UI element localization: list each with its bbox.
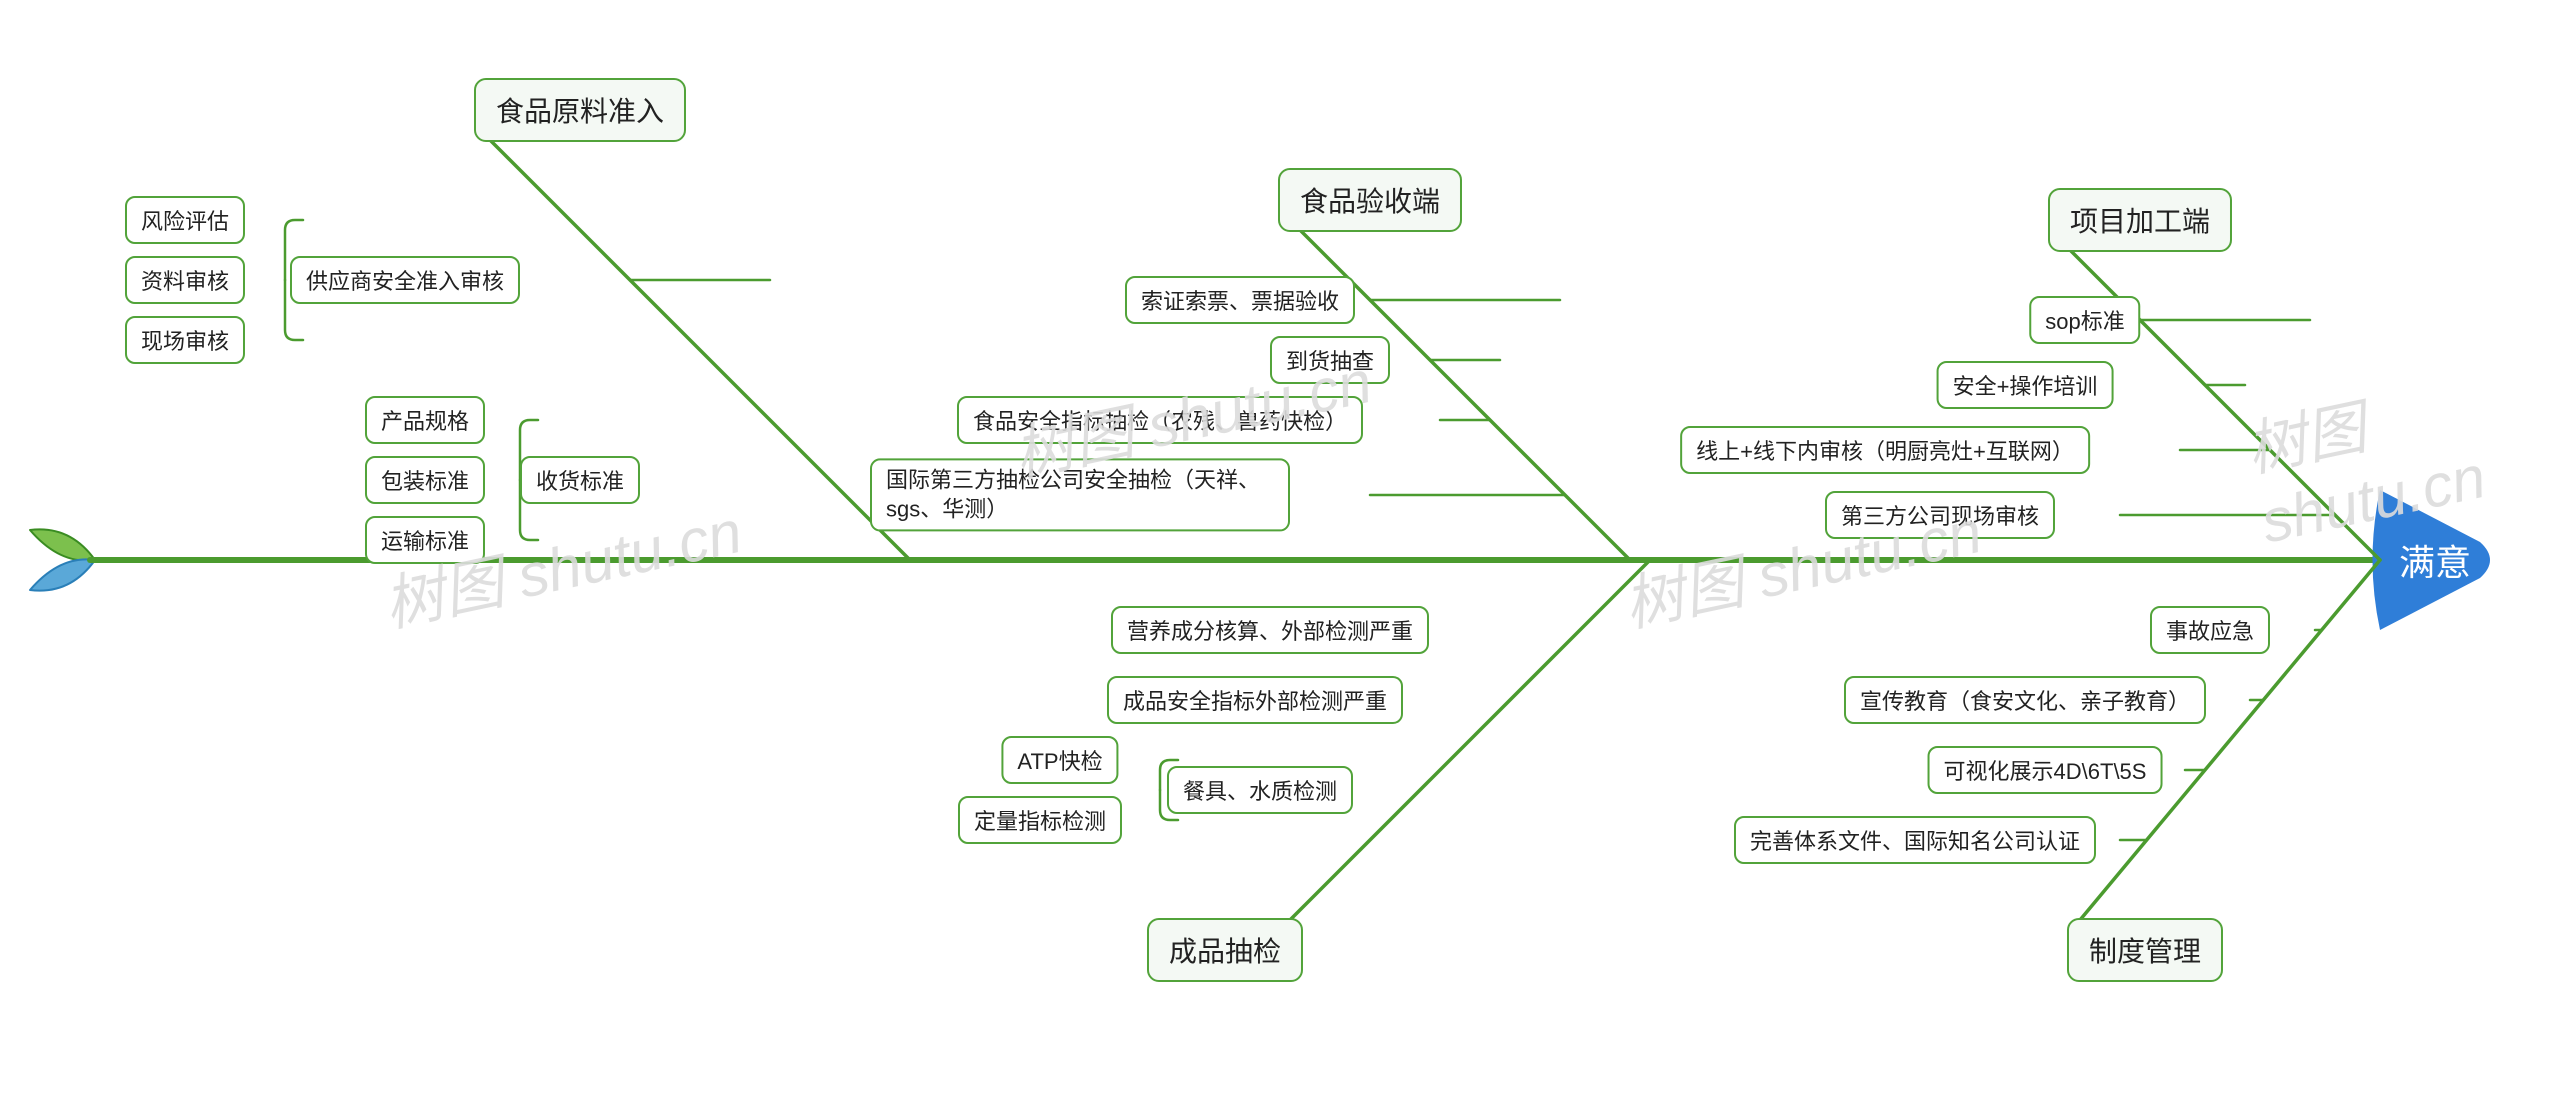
node-processing-3: 第三方公司现场审核 [1825,491,2055,539]
node-processing-2: 线上+线下内审核（明厨亮灶+互联网） [1680,426,2090,474]
category-finished-inspect: 成品抽检 [1147,918,1303,982]
category-system-mgmt: 制度管理 [2067,918,2223,982]
watermark: 树图 shutu.cn [2237,339,2560,556]
node-raw-material-0-2: 现场审核 [125,316,245,364]
node-raw-material-1-1: 包装标准 [365,456,485,504]
node-raw-material-1-2: 运输标准 [365,516,485,564]
node-finished-inspect-2-0: ATP快检 [1001,736,1118,784]
category-acceptance: 食品验收端 [1278,168,1462,232]
node-finished-inspect-2: 餐具、水质检测 [1167,766,1353,814]
node-system-mgmt-1: 宣传教育（食安文化、亲子教育） [1844,676,2206,724]
node-processing-1: 安全+操作培训 [1937,361,2114,409]
node-system-mgmt-3: 完善体系文件、国际知名公司认证 [1734,816,2096,864]
fishbone-head-label: 满意 [2399,534,2471,586]
node-raw-material-0-0: 风险评估 [125,196,245,244]
node-system-mgmt-2: 可视化展示4D\6T\5S [1928,746,2163,794]
node-system-mgmt-0: 事故应急 [2150,606,2270,654]
node-processing-0: sop标准 [2029,296,2140,344]
node-acceptance-2: 食品安全指标抽检（农残、兽药快检） [957,396,1363,444]
node-acceptance-1: 到货抽查 [1270,336,1390,384]
node-finished-inspect-2-1: 定量指标检测 [958,796,1122,844]
node-acceptance-0: 索证索票、票据验收 [1125,276,1355,324]
category-processing: 项目加工端 [2048,188,2232,252]
node-raw-material-1: 收货标准 [520,456,640,504]
node-raw-material-0-1: 资料审核 [125,256,245,304]
node-finished-inspect-1: 成品安全指标外部检测严重 [1107,676,1403,724]
node-raw-material-1-0: 产品规格 [365,396,485,444]
category-raw-material: 食品原料准入 [474,78,686,142]
node-finished-inspect-0: 营养成分核算、外部检测严重 [1111,606,1429,654]
node-raw-material-0: 供应商安全准入审核 [290,256,520,304]
node-acceptance-3: 国际第三方抽检公司安全抽检（天祥、sgs、华测） [870,458,1290,531]
